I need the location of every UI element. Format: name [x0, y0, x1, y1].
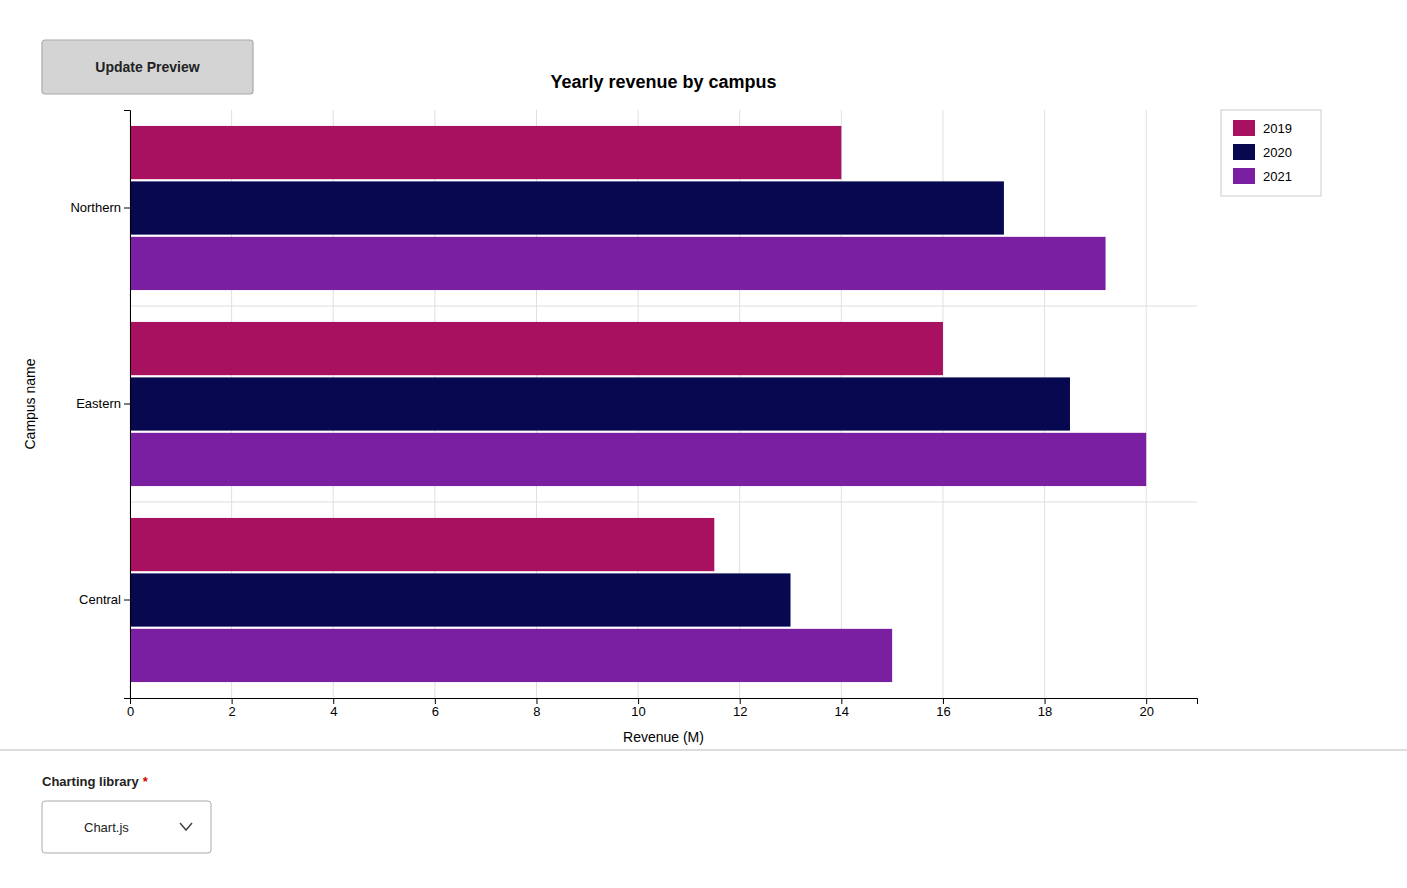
x-tick: 6 — [432, 698, 439, 719]
y-axis: Northern Eastern Central — [70, 111, 130, 699]
y-tick-label: Eastern — [76, 396, 121, 411]
group-separator — [130, 502, 1197, 503]
x-tick-label: 6 — [432, 704, 439, 719]
x-tick-label: 14 — [835, 704, 849, 719]
x-tick-label: 16 — [936, 704, 950, 719]
chart-title: Yearly revenue by campus — [550, 72, 776, 92]
x-tick: 12 — [733, 698, 747, 719]
interface: Update Preview Charting library* Chart.js — [0, 40, 1407, 853]
button-label[interactable]: Update Preview — [95, 59, 199, 75]
tick-mark — [638, 698, 639, 704]
x-tick-label: 8 — [533, 704, 540, 719]
grid — [130, 110, 1146, 698]
tick-mark — [740, 698, 741, 704]
section-separator — [0, 749, 1407, 751]
x-tick: 14 — [835, 698, 849, 719]
legend-item: 2020 — [1233, 144, 1292, 160]
x-tick-label: 10 — [631, 704, 645, 719]
tick-mark — [232, 698, 233, 704]
x-tick: 16 — [936, 698, 950, 719]
x-tick: 2 — [229, 698, 236, 719]
update-button[interactable]: Update Preview — [42, 40, 253, 94]
x-tick-label: 2 — [229, 704, 236, 719]
dropdown-chevron[interactable] — [180, 823, 192, 830]
tick-mark — [124, 404, 130, 405]
y-tick: Eastern — [76, 396, 130, 411]
bar — [130, 322, 943, 375]
axis-line — [131, 699, 1198, 705]
x-axis-title: Revenue (M) — [623, 729, 704, 745]
x-tick: 10 — [631, 698, 645, 719]
x-tick-label: 18 — [1038, 704, 1052, 719]
bars — [130, 126, 1146, 682]
y-tick: Northern — [70, 200, 130, 215]
grid-line — [1146, 110, 1147, 698]
y-tick-label: Central — [79, 592, 121, 607]
tick-mark — [1045, 698, 1046, 704]
chart-svg: 0 2 4 6 8 10 12 14 16 18 20 Northern Eastern Central Y… — [0, 0, 1407, 888]
legend-label: 2019 — [1263, 121, 1292, 136]
legend-label: 2021 — [1263, 169, 1292, 184]
legend-item: 2021 — [1233, 168, 1292, 184]
plot-area: 0 2 4 6 8 10 12 14 16 18 20 Northern Eastern Central — [70, 110, 1197, 719]
bar — [130, 126, 841, 179]
x-tick: 4 — [330, 698, 337, 719]
tick-mark — [435, 698, 436, 704]
bar — [130, 377, 1070, 430]
tick-mark — [124, 208, 130, 209]
x-tick: 8 — [533, 698, 540, 719]
legend-label: 2020 — [1263, 145, 1292, 160]
required-marker: * — [143, 774, 149, 789]
bar — [130, 573, 791, 626]
tick-mark — [124, 600, 130, 601]
x-tick-label: 12 — [733, 704, 747, 719]
bar — [130, 433, 1146, 486]
library-dropdown[interactable]: Chart.js — [42, 801, 211, 853]
button-box[interactable] — [42, 40, 253, 94]
x-tick-label: 4 — [330, 704, 337, 719]
group-separator — [130, 306, 1197, 307]
y-tick: Central — [79, 592, 130, 607]
legend: 2019 2020 2021 — [1221, 110, 1321, 196]
tick-mark — [841, 698, 842, 704]
legend-swatch — [1233, 168, 1255, 184]
y-axis-title: Campus name — [22, 358, 38, 449]
x-tick: 20 — [1139, 698, 1153, 719]
section-label-text: Charting library — [42, 774, 140, 789]
legend-swatch — [1233, 144, 1255, 160]
bar — [130, 518, 714, 571]
legend-frame — [1221, 110, 1321, 196]
section-label: Charting library* — [42, 774, 149, 789]
x-tick-label: 20 — [1139, 704, 1153, 719]
tick-mark — [1146, 698, 1147, 704]
x-axis: 0 2 4 6 8 10 12 14 16 18 20 — [127, 698, 1198, 719]
bar-series — [130, 237, 1146, 682]
dropdown-box[interactable] — [42, 801, 211, 853]
dropdown-label[interactable]: Chart.js — [84, 820, 129, 835]
legend-item: 2019 — [1233, 120, 1292, 136]
bar — [130, 237, 1106, 290]
group-separators — [130, 306, 1197, 502]
x-tick: 18 — [1038, 698, 1052, 719]
bar — [130, 629, 892, 682]
y-tick-label: Northern — [70, 200, 121, 215]
x-tick: 0 — [127, 698, 134, 719]
tick-mark — [536, 698, 537, 704]
axis-line — [124, 111, 131, 699]
x-tick-label: 0 — [127, 704, 134, 719]
tick-mark — [333, 698, 334, 704]
tick-mark — [943, 698, 944, 704]
chart-container: 0 2 4 6 8 10 12 14 16 18 20 Northern Eastern Central Y… — [0, 0, 1407, 888]
legend-swatch — [1233, 120, 1255, 136]
bar — [130, 181, 1004, 234]
